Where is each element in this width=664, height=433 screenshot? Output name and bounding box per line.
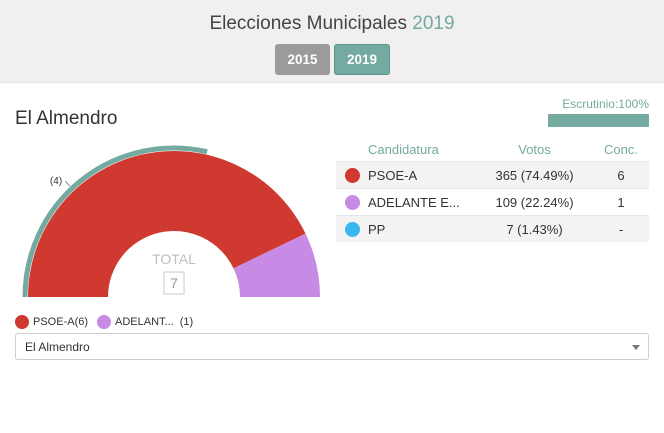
legend-item[interactable]: ADELANT... (1) [97, 315, 193, 329]
header: Elecciones Municipales 2019 2015 2019 [0, 0, 664, 83]
party-name: PP [368, 221, 386, 237]
table-row[interactable]: ADELANTE E... 109 (22.24%) 1 [336, 188, 649, 215]
seats-hemicycle-chart: (4) TOTAL 7 [22, 145, 320, 298]
header-seats: Conc. [604, 141, 638, 157]
scrutiny-progress-bar [548, 114, 649, 127]
party-color-dot [344, 167, 360, 183]
year-2019-button[interactable]: 2019 [334, 44, 390, 75]
legend-seats: (6) [74, 316, 89, 328]
table-header: Candidatura Votos Conc. [336, 137, 649, 161]
chart-slices [28, 151, 320, 297]
results-table: Candidatura Votos Conc. PSOE-A 365 (74.4… [336, 137, 649, 242]
legend-name: ADELANT... [115, 316, 174, 328]
page-title-text: Elecciones Municipales [209, 13, 407, 34]
municipality-title: El Almendro [15, 108, 118, 129]
header-votes: Votos [518, 141, 551, 157]
party-name: ADELANTE E... [368, 194, 460, 210]
year-2015-button[interactable]: 2015 [275, 44, 330, 75]
party-votes: 109 (22.24%) [495, 194, 574, 210]
page-title-year: 2019 [412, 13, 455, 34]
municipality-select[interactable]: El Almendro [15, 333, 649, 360]
total-label: TOTAL [152, 251, 196, 267]
scrutiny-label: Escrutinio:100% [562, 97, 649, 111]
majority-tick [64, 180, 71, 187]
party-seats: 6 [617, 167, 625, 183]
majority-label: (4) [50, 176, 62, 187]
header-candidature: Candidatura [368, 141, 439, 157]
legend-name: PSOE-A [33, 316, 75, 328]
table-row[interactable]: PP 7 (1.43%) - [336, 215, 649, 242]
majority-arc [22, 145, 208, 298]
party-votes: 365 (74.49%) [495, 167, 574, 183]
total-box [163, 271, 185, 295]
party-seats: 1 [617, 194, 625, 210]
total-value: 7 [170, 275, 178, 291]
page-title: Elecciones Municipales 2019 [0, 13, 664, 35]
chart-slice [28, 151, 306, 297]
legend-dot [97, 315, 112, 329]
party-color-dot [344, 221, 360, 237]
party-color-dot [344, 194, 360, 210]
municipality-select-value: El Almendro [25, 339, 90, 354]
party-votes: 7 (1.43%) [506, 221, 563, 237]
chart-legend: PSOE-A (6) ADELANT... (1) [15, 314, 202, 330]
scrutiny-progress-fill [548, 114, 649, 127]
party-name: PSOE-A [368, 167, 418, 183]
legend-seats: (1) [179, 316, 194, 328]
table-row[interactable]: PSOE-A 365 (74.49%) 6 [336, 161, 649, 188]
chart-slice [233, 233, 320, 297]
legend-dot [15, 315, 29, 329]
legend-item[interactable]: PSOE-A (6) [15, 315, 88, 329]
chevron-down-icon [632, 345, 640, 350]
party-seats: - [618, 221, 624, 237]
